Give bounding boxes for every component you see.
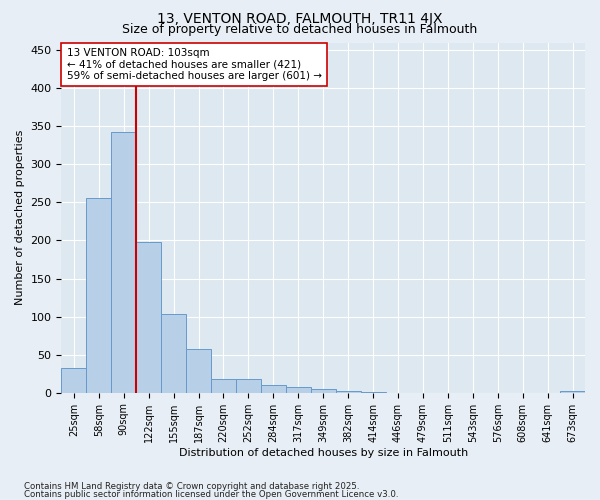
- Bar: [86, 198, 111, 392]
- Bar: [560, 391, 585, 392]
- Bar: [161, 314, 186, 392]
- Bar: [186, 350, 211, 393]
- Bar: [335, 391, 361, 392]
- Bar: [211, 379, 236, 392]
- X-axis label: Distribution of detached houses by size in Falmouth: Distribution of detached houses by size …: [179, 448, 468, 458]
- Text: 13 VENTON ROAD: 103sqm
← 41% of detached houses are smaller (421)
59% of semi-de: 13 VENTON ROAD: 103sqm ← 41% of detached…: [67, 48, 322, 81]
- Bar: [111, 132, 136, 392]
- Bar: [311, 389, 335, 392]
- Bar: [236, 379, 261, 392]
- Bar: [136, 242, 161, 392]
- Bar: [286, 386, 311, 392]
- Bar: [61, 368, 86, 392]
- Text: Contains public sector information licensed under the Open Government Licence v3: Contains public sector information licen…: [24, 490, 398, 499]
- Y-axis label: Number of detached properties: Number of detached properties: [15, 130, 25, 306]
- Text: 13, VENTON ROAD, FALMOUTH, TR11 4JX: 13, VENTON ROAD, FALMOUTH, TR11 4JX: [157, 12, 443, 26]
- Text: Contains HM Land Registry data © Crown copyright and database right 2025.: Contains HM Land Registry data © Crown c…: [24, 482, 359, 491]
- Bar: [261, 385, 286, 392]
- Text: Size of property relative to detached houses in Falmouth: Size of property relative to detached ho…: [122, 22, 478, 36]
